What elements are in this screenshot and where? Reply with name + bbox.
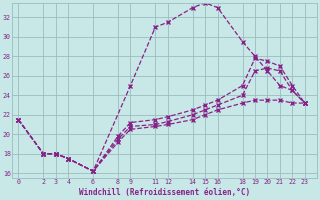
X-axis label: Windchill (Refroidissement éolien,°C): Windchill (Refroidissement éolien,°C) — [79, 188, 250, 197]
